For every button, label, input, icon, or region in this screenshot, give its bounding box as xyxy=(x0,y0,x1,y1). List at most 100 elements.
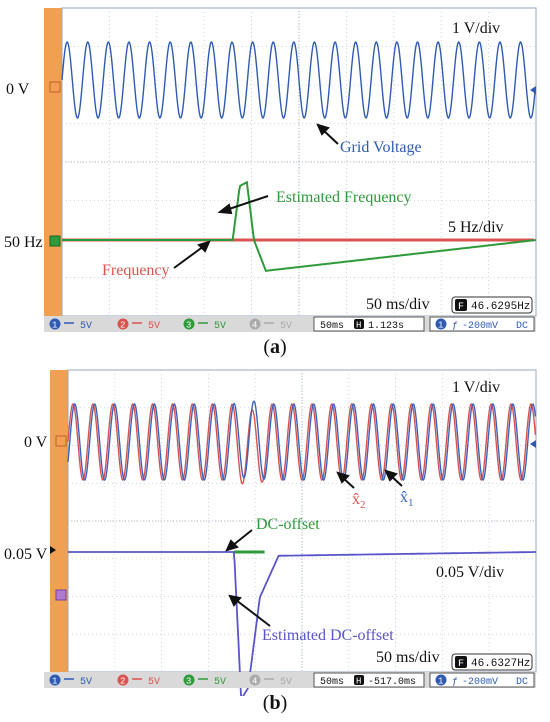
channel-4-badge xyxy=(249,318,261,330)
channel-4-scale: 5V xyxy=(280,677,292,688)
trigger-coupling: DC xyxy=(516,321,528,332)
label-hz-div: 5 Hz/div xyxy=(448,219,504,236)
h-marker-label: H xyxy=(356,677,361,687)
channel-4-badge xyxy=(249,674,261,686)
caption-b-letter: b xyxy=(269,692,281,714)
grid-voltage-trace xyxy=(61,40,537,120)
channel-3-scale: 5V xyxy=(214,677,226,688)
trigger-channel-number: 1 xyxy=(438,677,443,687)
label-volt-div: 1 V/div xyxy=(452,20,500,37)
label-005v: 0.05 V xyxy=(4,546,48,563)
caption-a: (a) xyxy=(263,336,287,358)
left-sidebar xyxy=(50,370,68,684)
channel-4-number: 4 xyxy=(252,677,257,687)
scope-panel-b: 0 V 0.05 V 1 V/div 0.05 V/div 50 ms/div … xyxy=(0,366,550,696)
arrow-x2 xyxy=(336,471,355,489)
label-est-dc-offset: Estimated DC-offset xyxy=(262,627,394,644)
arrow-est-dc-offset xyxy=(228,594,271,627)
scope-panel-a: 0 V 50 Hz 1 V/div 5 Hz/div 50 ms/div Gri… xyxy=(0,0,550,340)
trigger-coupling: DC xyxy=(516,677,528,688)
arrow-grid-voltage xyxy=(316,123,339,145)
channel-4-scale: 5V xyxy=(280,321,292,332)
freq-readout: 46.6327Hz xyxy=(471,658,530,670)
channel-2-scale: 5V xyxy=(148,321,160,332)
trigger-level: -200mV xyxy=(462,677,498,688)
ch-marker-3 xyxy=(49,235,61,247)
arrow-estimated-frequency xyxy=(217,195,269,215)
label-dc-offset: DC-offset xyxy=(256,516,320,533)
label-estimated-frequency: Estimated Frequency xyxy=(276,189,412,206)
freq-readout: 46.6295Hz xyxy=(471,301,530,313)
f-marker-label: F xyxy=(458,302,464,313)
caption-a-letter: a xyxy=(270,336,280,358)
scope-screen-a: 0 V 50 Hz 1 V/div 5 Hz/div 50 ms/div Gri… xyxy=(0,0,550,332)
f-marker-label: F xyxy=(458,659,464,670)
channel-2-number: 2 xyxy=(120,321,125,331)
channel-4-number: 4 xyxy=(252,321,257,331)
trigger-channel-number: 1 xyxy=(438,321,443,331)
trigger-marker-right xyxy=(530,440,536,448)
status-bar-content: 1 5V 2 5V 3 5V 4 5V 50ms H 1.123s 1 ƒ -200mV DC xyxy=(49,316,535,332)
grid xyxy=(61,7,537,317)
x2-trace xyxy=(67,402,537,485)
left-sidebar xyxy=(44,8,62,316)
channel-1-badge xyxy=(49,674,61,686)
label-x1: x̂1 xyxy=(400,489,414,509)
trigger-slope-icon: ƒ xyxy=(452,321,458,332)
channel-1-scale: 5V xyxy=(80,677,92,688)
ch-marker-4 xyxy=(55,589,67,601)
screen-bg xyxy=(0,0,550,316)
channel-2-badge xyxy=(117,318,129,330)
trigger-level: -200mV xyxy=(462,321,498,332)
position-value: 1.123s xyxy=(368,321,404,332)
trigger-box xyxy=(429,316,535,332)
scope-screen-b: 0 V 0.05 V 1 V/div 0.05 V/div 50 ms/div … xyxy=(0,366,550,696)
arrow-dc-offset xyxy=(225,529,253,552)
caption-b: (b) xyxy=(262,692,288,714)
ch-marker-2 xyxy=(55,435,67,447)
label-x2: x̂2 xyxy=(352,491,366,511)
position-value: -517.0ms xyxy=(368,677,416,688)
label-volt-div: 1 V/div xyxy=(452,379,500,396)
freq-readout-box xyxy=(451,296,533,314)
h-marker xyxy=(354,675,364,685)
h-marker xyxy=(354,319,364,329)
arrow-frequency xyxy=(173,240,211,269)
estimated-dc-offset-trace xyxy=(68,551,536,696)
trigger-box xyxy=(429,672,535,688)
channel-2-number: 2 xyxy=(120,677,125,687)
label-zero-v: 0 V xyxy=(6,81,30,98)
channel-1-number: 1 xyxy=(52,321,57,331)
arrow-x1 xyxy=(384,469,403,487)
label-grid-voltage: Grid Voltage xyxy=(340,139,422,156)
trigger-slope-icon: ƒ xyxy=(452,677,458,688)
f-marker xyxy=(455,656,467,668)
timebase-value: 50ms xyxy=(320,321,344,332)
label-frequency: Frequency xyxy=(102,262,170,279)
trigger-channel-badge xyxy=(435,674,447,686)
status-bar-content: 1 5V 2 5V 3 5V 4 5V 50ms H -517.0ms 1 ƒ -200mV DC xyxy=(49,672,535,688)
label-50hz: 50 Hz xyxy=(4,234,43,251)
channel-3-scale: 5V xyxy=(214,321,226,332)
channel-3-badge xyxy=(183,318,195,330)
channel-2-badge xyxy=(117,674,129,686)
channel-1-scale: 5V xyxy=(80,321,92,332)
channel-3-number: 3 xyxy=(186,321,191,331)
freq-readout-box xyxy=(451,653,533,671)
timebase-box xyxy=(313,672,425,688)
label-005v-div: 0.05 V/div xyxy=(436,564,504,581)
trigger-marker-right xyxy=(530,86,536,94)
label-time-div: 50 ms/div xyxy=(376,649,440,666)
x1-trace xyxy=(67,400,537,482)
channel-1-number: 1 xyxy=(52,677,57,687)
channel-1-badge xyxy=(49,318,61,330)
estimated-frequency-trace xyxy=(62,180,537,272)
timebase-box xyxy=(313,316,425,332)
label-time-div: 50 ms/div xyxy=(366,296,430,313)
trigger-marker-left xyxy=(50,546,56,554)
ch-marker-1 xyxy=(49,81,61,93)
channel-2-scale: 5V xyxy=(148,677,160,688)
h-marker-label: H xyxy=(356,321,361,331)
trigger-channel-badge xyxy=(435,318,447,330)
channel-3-number: 3 xyxy=(186,677,191,687)
